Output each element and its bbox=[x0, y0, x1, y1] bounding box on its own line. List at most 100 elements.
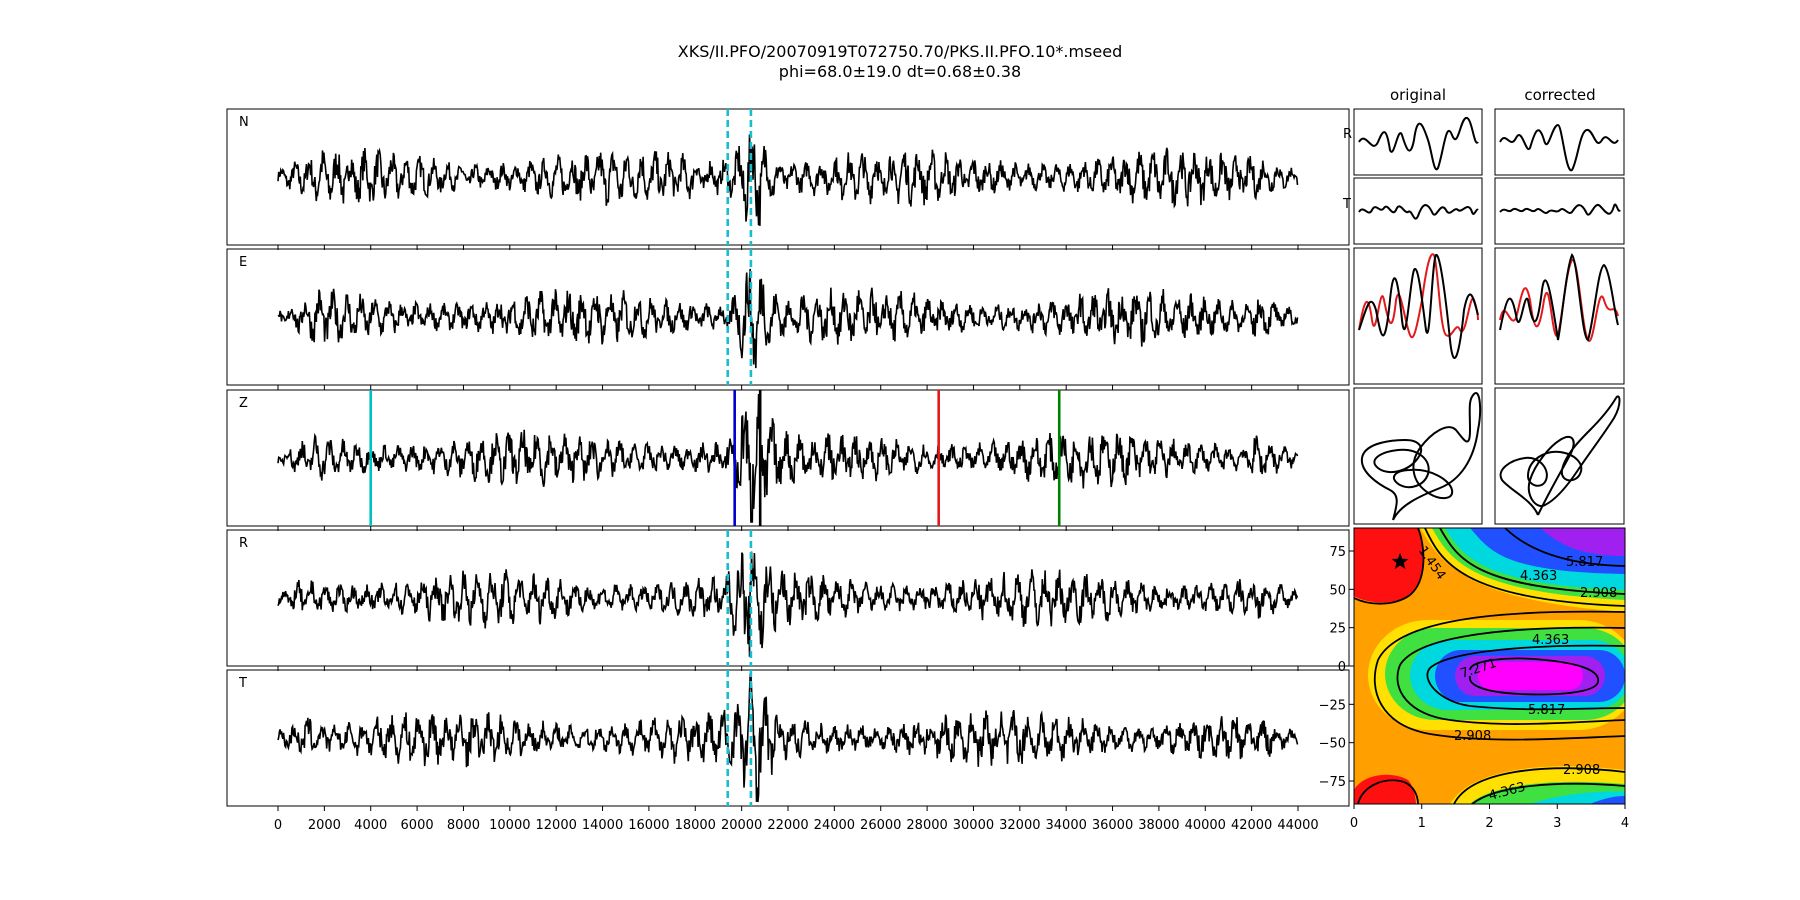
x-tick-label: 32000 bbox=[999, 818, 1040, 833]
trace-panel-n: N bbox=[226, 108, 1350, 250]
original-r-overlay-trace bbox=[1358, 253, 1479, 359]
corrected-particle-frame bbox=[1494, 387, 1625, 525]
corrected-rt-frame bbox=[1494, 247, 1625, 385]
contour-label-5817-mid: 5.817 bbox=[1528, 703, 1565, 718]
seismogram-trace bbox=[277, 551, 1299, 657]
time-axis: 0 2000 4000 6000 8000 10000 12000 14000 16000 180… bbox=[274, 818, 1319, 833]
heat-red-top bbox=[1354, 528, 1424, 603]
heat-red-bottom bbox=[1354, 774, 1416, 804]
x-tick-label: 24000 bbox=[814, 818, 855, 833]
heat-x-tick-label: 2 bbox=[1485, 816, 1493, 831]
seismogram-trace bbox=[277, 673, 1299, 803]
x-tick-label: 14000 bbox=[582, 818, 623, 833]
corrected-r-panel bbox=[1494, 108, 1625, 176]
heat-bottom-blue bbox=[1590, 796, 1625, 804]
heat-y-tick-label: 75 bbox=[1329, 545, 1346, 560]
heat-y-tick-label: 25 bbox=[1329, 622, 1346, 637]
heat-y-tick-label: 50 bbox=[1329, 583, 1346, 598]
trace-label: N bbox=[239, 115, 249, 130]
error-surface-axes: 0 1 2 3 4 75 50 25 0 −25 −50 −75 bbox=[1319, 545, 1630, 831]
heat-y-tick-label: −50 bbox=[1319, 737, 1346, 752]
seismogram-trace bbox=[277, 393, 1299, 523]
trace-label: E bbox=[239, 255, 247, 270]
heat-y-tick-label: 0 bbox=[1338, 660, 1346, 675]
x-tick-label: 4000 bbox=[354, 818, 387, 833]
corrected-r-overlay-trace bbox=[1499, 253, 1619, 342]
x-tick-label: 22000 bbox=[767, 818, 808, 833]
x-tick-label: 2000 bbox=[308, 818, 341, 833]
x-tick-label: 30000 bbox=[953, 818, 994, 833]
original-particle-frame bbox=[1353, 387, 1483, 525]
contour-label-4363-mid: 4.363 bbox=[1532, 633, 1569, 648]
corrected-r-trace bbox=[1499, 123, 1619, 172]
original-t-panel: T bbox=[1342, 177, 1483, 245]
heat-x-tick-label: 0 bbox=[1350, 816, 1358, 831]
original-rt-frame bbox=[1353, 247, 1483, 385]
contour-2908-bottom bbox=[1453, 767, 1625, 804]
x-tick-label: 34000 bbox=[1046, 818, 1087, 833]
contour-5817-mid bbox=[1426, 644, 1625, 711]
contour-label-2908-mid: 2.908 bbox=[1454, 729, 1491, 744]
figure-title-line2: phi=68.0±19.0 dt=0.68±0.38 bbox=[779, 62, 1021, 81]
best-fit-star-icon bbox=[1391, 552, 1409, 569]
x-tick-label: 40000 bbox=[1185, 818, 1226, 833]
seismogram-trace bbox=[277, 134, 1299, 226]
trace-label: Z bbox=[239, 396, 248, 411]
original-r-frame bbox=[1353, 108, 1483, 176]
original-rt-overlay-panel bbox=[1353, 247, 1483, 385]
x-tick-label: 28000 bbox=[906, 818, 947, 833]
corrected-t-panel bbox=[1494, 177, 1625, 245]
contour-1454-bottom bbox=[1357, 779, 1419, 804]
error-surface-panel: 1.454 5.817 4.363 2.908 4.363 7.271 5.81… bbox=[1319, 527, 1630, 831]
heat-x-tick-label: 3 bbox=[1553, 816, 1561, 831]
contour-4363-top bbox=[1439, 528, 1625, 595]
contour-2908-top bbox=[1424, 528, 1625, 607]
contour-2908-mid bbox=[1373, 610, 1625, 741]
x-tick-label: 8000 bbox=[447, 818, 480, 833]
contour-1454 bbox=[1354, 528, 1425, 605]
x-tick-label: 16000 bbox=[628, 818, 669, 833]
corrected-t-frame bbox=[1494, 177, 1625, 245]
x-tick-label: 44000 bbox=[1277, 818, 1318, 833]
x-tick-label: 42000 bbox=[1231, 818, 1272, 833]
trace-panel-t: T bbox=[226, 669, 1350, 811]
x-tick-label: 36000 bbox=[1092, 818, 1133, 833]
contour-label-2908-bottom: 2.908 bbox=[1563, 763, 1600, 778]
heat-level-magenta bbox=[1478, 662, 1583, 690]
contour-4363-bottom bbox=[1471, 782, 1625, 804]
figure-title-line1: XKS/II.PFO/20070919T072750.70/PKS.II.PFO… bbox=[678, 42, 1122, 61]
contour-4363-mid bbox=[1396, 626, 1625, 725]
column-title-original: original bbox=[1390, 86, 1446, 104]
trace-label: T bbox=[238, 676, 247, 691]
x-tick-label: 20000 bbox=[721, 818, 762, 833]
heat-x-tick-label: 4 bbox=[1621, 816, 1629, 831]
heat-y-tick-label: −25 bbox=[1319, 698, 1346, 713]
seismogram-panels: N E Z R T bbox=[226, 108, 1350, 811]
contour-label-2908-top: 2.908 bbox=[1580, 586, 1617, 601]
corrected-r-frame bbox=[1494, 108, 1625, 176]
contour-label-4363-top: 4.363 bbox=[1520, 569, 1557, 584]
x-tick-label: 38000 bbox=[1138, 818, 1179, 833]
seismogram-trace bbox=[277, 268, 1299, 369]
corrected-rt-overlay-panel bbox=[1494, 247, 1625, 385]
contour-label-5817-top: 5.817 bbox=[1566, 555, 1603, 570]
original-t-frame bbox=[1353, 177, 1483, 245]
x-tick-label: 0 bbox=[274, 818, 282, 833]
x-tick-label: 18000 bbox=[675, 818, 716, 833]
trace-panel-r: R bbox=[226, 529, 1350, 671]
contour-lines bbox=[1354, 528, 1625, 804]
heat-x-tick-label: 1 bbox=[1418, 816, 1426, 831]
original-r-panel: R bbox=[1343, 108, 1483, 176]
corrected-t-trace bbox=[1499, 203, 1621, 216]
heat-top-purple bbox=[1540, 528, 1625, 556]
heat-y-tick-label: −75 bbox=[1319, 775, 1346, 790]
original-particle-path bbox=[1360, 392, 1482, 521]
contour-7271 bbox=[1469, 657, 1599, 696]
x-tick-label: 10000 bbox=[489, 818, 530, 833]
original-t-trace bbox=[1358, 204, 1479, 220]
original-particle-motion-panel bbox=[1353, 387, 1483, 525]
x-tick-label: 26000 bbox=[860, 818, 901, 833]
contour-5817-top bbox=[1504, 528, 1625, 567]
corrected-particle-motion-panel bbox=[1494, 387, 1625, 525]
